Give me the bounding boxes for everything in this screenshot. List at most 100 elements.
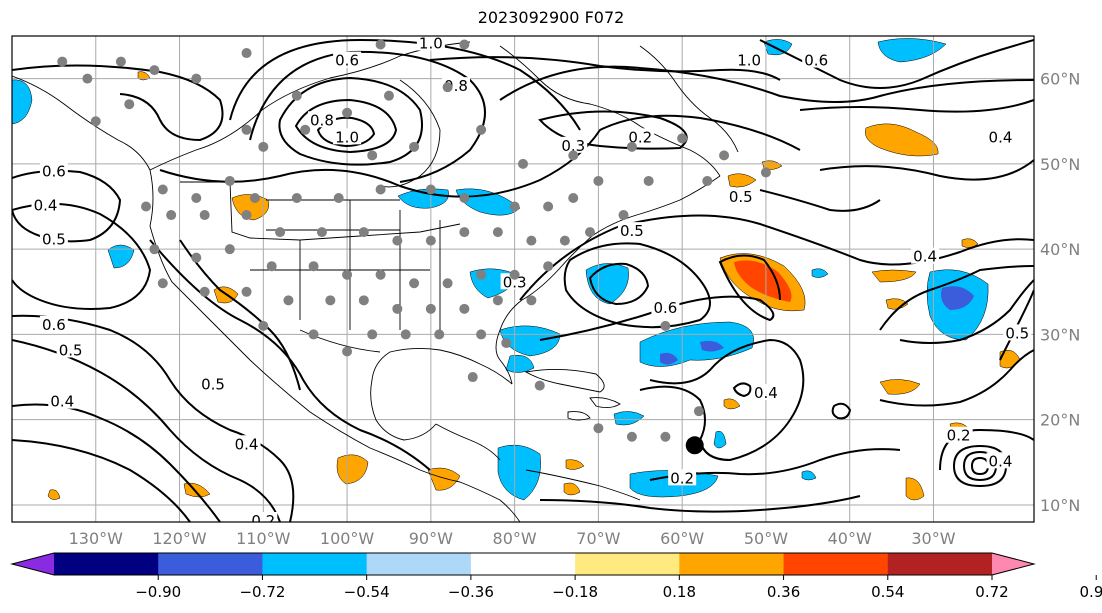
contour-label: 0.4	[989, 128, 1013, 146]
station-dot	[526, 295, 537, 306]
station-dot	[124, 99, 135, 110]
station-dot	[643, 175, 654, 186]
station-dot	[392, 235, 403, 246]
station-dot	[693, 406, 704, 417]
station-dot	[467, 372, 478, 383]
station-dot	[425, 235, 436, 246]
lat-tick-label: 10°N	[1040, 496, 1080, 515]
map-frame	[11, 35, 1035, 523]
station-dot	[90, 116, 101, 127]
station-dot	[241, 286, 252, 297]
station-dot	[568, 150, 579, 161]
contour-label-bg	[333, 51, 362, 68]
contour-label-bg	[986, 128, 1015, 145]
station-dot	[333, 193, 344, 203]
station-dot	[375, 39, 386, 50]
station-dot	[626, 431, 637, 442]
contour-label-bg	[668, 469, 697, 486]
station-dot	[191, 193, 202, 203]
colorbar-segment	[887, 553, 993, 575]
station-dot	[308, 329, 319, 340]
contour-label-bg	[802, 51, 831, 68]
station-dot	[543, 201, 554, 212]
station-dot	[526, 235, 537, 246]
station-dot	[224, 175, 235, 186]
station-dot	[559, 235, 570, 246]
station-dot	[191, 73, 202, 84]
contour-lines	[12, 38, 1034, 522]
lat-tick-label: 30°N	[1040, 325, 1080, 344]
colorbar-outline	[10, 552, 1036, 576]
lon-tick-label: 70°W	[576, 529, 620, 548]
colorbar-segment	[158, 553, 263, 575]
station-dot	[534, 380, 545, 391]
station-dot	[141, 201, 152, 212]
station-dot	[82, 73, 93, 84]
colorbar-segment	[366, 553, 472, 575]
contour-label: 0.5	[620, 222, 644, 240]
contour-label: 0.5	[59, 341, 83, 359]
station-dot	[660, 431, 671, 442]
station-dot	[593, 175, 604, 186]
station-dot	[157, 278, 168, 289]
colorbar-tick-label: 0.18	[663, 583, 696, 601]
contour-label-bg	[39, 230, 68, 247]
longitude-tick-labels: 130°W 120°W 110°W 100°W 90°W 80°W 70°W 60°W 50°W…	[69, 529, 956, 548]
colorbar-tick-label: 0.36	[767, 583, 800, 601]
colorbar-extend-low	[12, 553, 54, 575]
contour-label-bg	[39, 315, 68, 332]
contour-label: 0.3	[503, 273, 527, 291]
station-dot	[342, 107, 353, 118]
contour-label: 1.0	[335, 128, 359, 146]
contour-label: 0.5	[201, 376, 225, 394]
station-dot	[291, 193, 302, 203]
station-dot	[492, 227, 503, 238]
coastlines-borders	[12, 41, 739, 522]
station-dot	[358, 295, 369, 306]
contour-label-bg	[232, 435, 261, 452]
station-dot	[316, 227, 327, 238]
contour-label: 0.5	[1005, 324, 1029, 342]
contour-label-bg	[39, 162, 68, 179]
station-dot	[585, 227, 596, 238]
station-dot	[157, 184, 168, 195]
station-dot	[459, 227, 470, 238]
lat-tick-label: 20°N	[1040, 411, 1080, 430]
station-dot	[392, 303, 403, 314]
station-dot	[308, 261, 319, 272]
colorbar-tick-label: 0.90	[1080, 583, 1102, 601]
contour-labels: 0.61.00.80.81.0 0.3 0.21.0 0.60.40.60.40.50…	[31, 36, 1032, 530]
station-dot	[459, 39, 470, 50]
station-dot	[425, 303, 436, 314]
lon-tick-label: 120°W	[152, 529, 207, 548]
storm-center-marker	[685, 436, 704, 455]
contour-label: 0.2	[251, 512, 275, 530]
map-title: 2023092900 F072	[477, 8, 625, 27]
contour-label-bg	[944, 426, 973, 443]
station-dot	[509, 269, 520, 280]
contour-label-bg	[1003, 324, 1032, 341]
station-dot	[476, 124, 487, 135]
station-dot	[249, 193, 260, 203]
lon-tick-label: 100°W	[320, 529, 375, 548]
station-dot	[149, 244, 160, 255]
contour-label-bg	[911, 247, 940, 264]
contour-label: 0.4	[754, 384, 778, 402]
contour-label-bg	[249, 512, 278, 522]
contour-label-bg	[416, 36, 445, 51]
contour-label-bg	[617, 222, 646, 239]
colorbar-tick-label: −0.72	[239, 583, 285, 601]
contour-label: 0.4	[989, 452, 1013, 470]
station-dot	[342, 346, 353, 357]
contour-label: 0.6	[653, 299, 677, 317]
contour-label-bg	[500, 273, 529, 290]
station-dot	[459, 303, 470, 314]
station-dot	[383, 90, 394, 101]
station-dot	[241, 48, 252, 59]
lat-tick-label: 50°N	[1040, 155, 1080, 174]
contour-label: 0.5	[729, 188, 753, 206]
station-dot	[283, 295, 294, 306]
contour-label-bg	[559, 136, 588, 153]
contour-label-bg	[751, 384, 780, 401]
